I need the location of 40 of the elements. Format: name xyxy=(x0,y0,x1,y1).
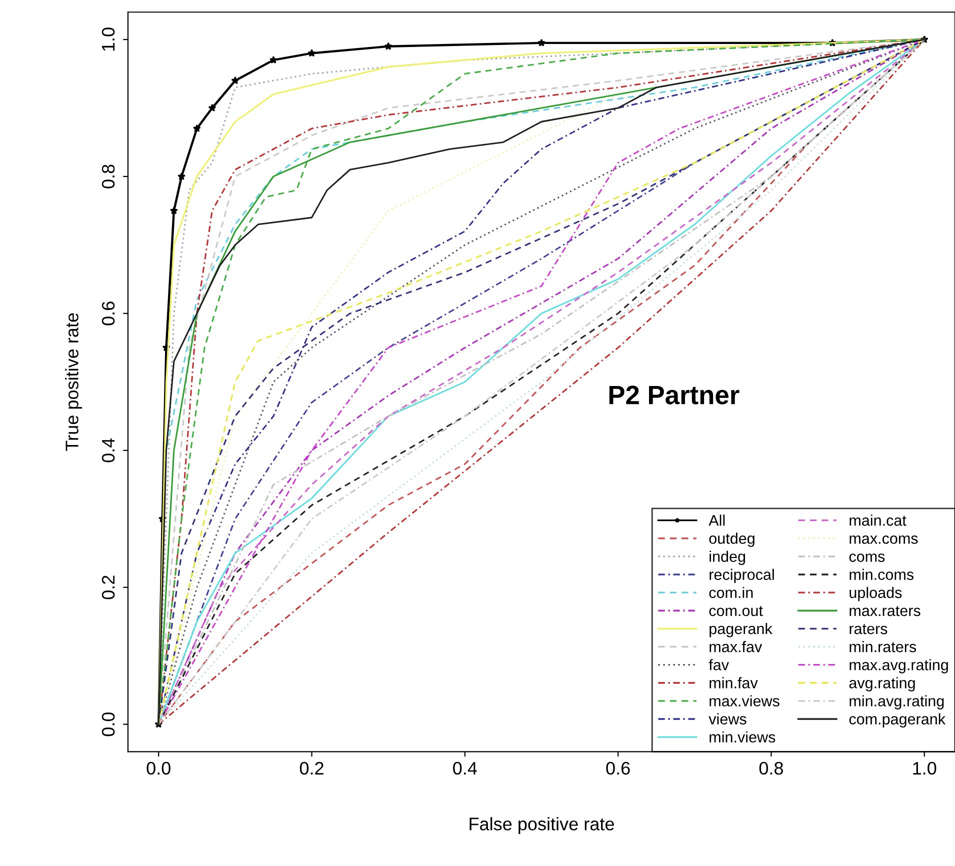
legend-label: com.out xyxy=(709,606,763,616)
legend-label: max.coms xyxy=(850,536,918,544)
legend-label: com.pagerank xyxy=(849,713,946,728)
x-tick-label: 0.8 xyxy=(759,762,783,775)
x-axis-title: False positive rate xyxy=(470,817,614,834)
legend-label: min.avg.rating xyxy=(850,695,944,710)
legend-label: fav xyxy=(708,659,729,670)
legend-label: max.fav xyxy=(710,641,762,652)
legend-label: com.in xyxy=(709,586,753,598)
y-tick-label: 0.4 xyxy=(102,438,115,462)
legend-label: max.avg.rating xyxy=(850,659,948,674)
y-axis-title: True positive rate xyxy=(65,313,82,451)
legend-label: reciprocal xyxy=(710,568,774,584)
legend-label: indeg xyxy=(710,550,746,565)
legend-label: All xyxy=(708,514,725,526)
legend-label: avg.rating xyxy=(849,677,915,692)
legend-label: min.views xyxy=(710,731,776,743)
legend-label: views xyxy=(708,713,746,724)
x-tick-label: 0.4 xyxy=(453,762,477,775)
legend-label: min.coms xyxy=(850,568,914,580)
legend-label: max.raters xyxy=(850,606,920,616)
legend-label: raters xyxy=(850,624,888,634)
y-tick-label: 0.0 xyxy=(102,712,115,736)
legend-label: uploads xyxy=(850,586,902,602)
legend-label: max.views xyxy=(710,695,780,706)
y-tick-label: 0.8 xyxy=(102,164,115,188)
x-tick-label: 0.6 xyxy=(606,762,630,775)
x-tick-label: 1.0 xyxy=(913,762,936,775)
legend-label: coms xyxy=(849,554,885,562)
legend-label: min.raters xyxy=(850,641,916,652)
legend-label: outdeg xyxy=(709,532,754,547)
x-tick-label: 0.0 xyxy=(146,762,170,775)
legend-label: min.fav xyxy=(710,677,758,688)
annotation: P2 Partner xyxy=(609,386,740,404)
y-tick-label: 1.0 xyxy=(102,28,115,51)
x-tick-label: 0.2 xyxy=(300,762,324,775)
legend-label: pagerank xyxy=(710,622,772,638)
y-tick-label: 0.6 xyxy=(102,302,115,326)
legend-label: main.cat xyxy=(850,514,906,526)
y-tick-label: 0.2 xyxy=(102,576,115,600)
